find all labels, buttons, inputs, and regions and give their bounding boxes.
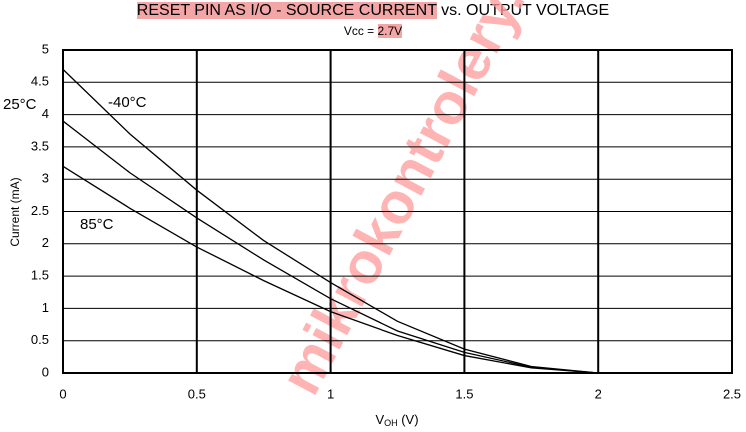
- x-tick-label: 0: [59, 386, 66, 401]
- x-axis-label: VOH (V): [375, 412, 418, 428]
- series-line: [62, 120, 599, 374]
- y-tick-label: 2.5: [31, 203, 49, 218]
- x-label-part: V: [375, 412, 384, 427]
- title-part: RESET PIN AS I/O - SOURCE CURRENT: [136, 2, 437, 19]
- x-tick-label: 1: [327, 386, 334, 401]
- y-tick-label: 1.5: [31, 268, 49, 283]
- x-label-part: OH: [384, 418, 398, 428]
- plot-frame: [62, 49, 733, 374]
- y-tick-label: 2: [42, 235, 49, 250]
- y-axis-label: Current (mA): [8, 177, 22, 246]
- y-tick-label: 3.5: [31, 138, 49, 153]
- y-tick-label: 0.5: [31, 332, 49, 347]
- watermark: mikrokontrolery.blogspot.com: [268, 0, 717, 405]
- y-tick-label: 0: [42, 364, 49, 379]
- x-tick-label: 2.5: [723, 386, 741, 401]
- series-line: [62, 68, 599, 374]
- series-label: 25°C: [3, 96, 37, 113]
- x-tick-label: 2: [595, 386, 602, 401]
- y-tick-label: 1: [42, 300, 49, 315]
- series-line: [62, 165, 599, 374]
- subtitle-part: 2.7V: [377, 24, 403, 38]
- y-tick-label: 5: [42, 41, 49, 56]
- x-tick-label: 0.5: [188, 386, 206, 401]
- x-tick-label: 1.5: [455, 386, 473, 401]
- y-tick-label: 4.5: [31, 74, 49, 89]
- subtitle-part: Vcc =: [343, 24, 378, 38]
- series-label: 85°C: [80, 216, 114, 233]
- y-tick-label: 3: [42, 171, 49, 186]
- title-part: vs. OUTPUT VOLTAGE: [441, 2, 610, 19]
- series-label: -40°C: [108, 94, 147, 111]
- x-label-part: (V): [398, 412, 419, 427]
- y-tick-label: 4: [42, 106, 49, 121]
- chart-title: RESET PIN AS I/O - SOURCE CURRENT vs. OU…: [0, 2, 746, 20]
- chart-subtitle: Vcc = 2.7V: [0, 24, 746, 38]
